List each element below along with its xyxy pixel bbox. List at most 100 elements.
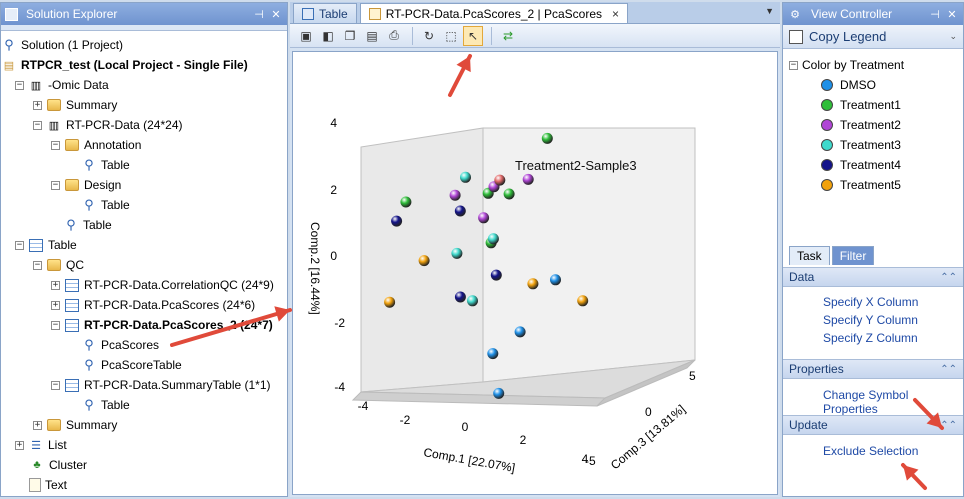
data-point-treatment3[interactable] [487, 233, 499, 245]
tree-item-qc[interactable]: − QC [33, 258, 84, 272]
tree-item-cluster[interactable]: ♣ Cluster [29, 455, 87, 475]
change-symbol-properties-link[interactable]: Change Symbol Properties [823, 388, 909, 416]
tab-pcascores[interactable]: RT-PCR-Data.PcaScores_2 | PcaScores × [359, 3, 629, 23]
tree-item-summarytable[interactable]: − RT-PCR-Data.SummaryTable (1*1) [51, 378, 271, 392]
specify-y-column-link[interactable]: Specify Y Column [823, 313, 918, 327]
zoom-box-icon[interactable]: ⬚ [445, 28, 457, 43]
data-point-treatment2[interactable] [478, 212, 490, 224]
data-point-treatment1[interactable] [503, 188, 515, 200]
plot-canvas[interactable]: Treatment2-Sample3 4 2 0 -2 -4 -4 -2 0 2… [293, 52, 779, 496]
selected-data-point[interactable] [494, 174, 506, 186]
tree-item-pcascores-view[interactable]: ⚲ PcaScores [81, 335, 159, 355]
collapse-icon[interactable]: − [51, 379, 60, 390]
pin-icon[interactable]: ⊣ [930, 8, 940, 21]
pin-icon[interactable]: ⊣ [254, 8, 264, 21]
tree-item-design[interactable]: − Design [51, 178, 122, 192]
copy-legend-button[interactable]: Copy Legend ⌄ [783, 25, 963, 49]
close-icon[interactable]: ✕ [271, 8, 281, 21]
data-point-dmso[interactable] [487, 348, 499, 360]
tab-filter[interactable]: Filter [831, 246, 875, 265]
data-point-treatment4[interactable] [391, 215, 403, 227]
data-point-treatment5[interactable] [418, 255, 430, 267]
tree-item-summary[interactable]: + Summary [33, 98, 118, 112]
collapse-icon[interactable]: − [51, 319, 60, 330]
tree-item-pcascores[interactable]: + RT-PCR-Data.PcaScores (24*6) [51, 298, 256, 312]
tree-item-table[interactable]: − Table [15, 238, 77, 252]
tree-item-annotation[interactable]: − Annotation [51, 138, 142, 152]
expand-icon[interactable]: + [15, 439, 24, 450]
tree-item-summary-2[interactable]: + Summary [33, 418, 118, 432]
data-point-treatment5[interactable] [527, 278, 539, 290]
collapse-icon[interactable]: − [33, 259, 42, 270]
data-point-dmso[interactable] [493, 387, 505, 399]
specify-z-column-link[interactable]: Specify Z Column [823, 331, 918, 345]
expand-icon[interactable]: + [33, 99, 42, 110]
tree-item-pcascores-2[interactable]: − RT-PCR-Data.PcaScores_2 (24*7) [51, 318, 273, 332]
data-point-treatment5[interactable] [384, 296, 396, 308]
collapse-icon[interactable]: − [51, 139, 60, 150]
tree-item-rtpcr-data[interactable]: − ▥ RT-PCR-Data (24*24) [33, 118, 183, 132]
tab-close-icon[interactable]: × [612, 6, 620, 21]
legend-item-treatment2[interactable]: Treatment2 [821, 118, 901, 132]
legend-item-treatment5[interactable]: Treatment5 [821, 178, 901, 192]
data-point-dmso[interactable] [550, 274, 561, 286]
tree-item-annotation-table[interactable]: ⚲ Table [81, 155, 129, 175]
legend-item-dmso[interactable]: DMSO [821, 78, 876, 92]
tree-item-data-table[interactable]: ⚲ Table [63, 215, 111, 235]
section-properties-header[interactable]: Properties ⌃⌃ [783, 359, 963, 379]
pca-3d-scatter-plot[interactable]: Treatment2-Sample3 4 2 0 -2 -4 -4 -2 0 2… [292, 51, 778, 495]
legend-item-treatment4[interactable]: Treatment4 [821, 158, 901, 172]
specify-x-column-link[interactable]: Specify X Column [823, 295, 919, 309]
collapse-icon[interactable]: − [33, 119, 42, 130]
copy-icon[interactable]: ❐ [344, 28, 356, 43]
refresh-icon[interactable]: ⇄ [502, 28, 514, 43]
tree-item-summarytable-table[interactable]: ⚲ Table [81, 395, 129, 415]
print-icon[interactable]: ⎙ [389, 28, 399, 42]
legend-header[interactable]: − Color by Treatment [789, 58, 905, 72]
chevron-down-icon[interactable]: ⌄ [949, 31, 957, 41]
tree-item-correlationqc[interactable]: + RT-PCR-Data.CorrelationQC (24*9) [51, 278, 274, 292]
tab-dropdown-icon[interactable]: ▼ [765, 6, 774, 16]
tree-item-list[interactable]: + ☰ List [15, 438, 67, 452]
data-point-treatment3[interactable] [467, 295, 478, 307]
exclude-selection-link[interactable]: Exclude Selection [823, 444, 919, 458]
data-point-treatment4[interactable] [490, 269, 502, 281]
collapse-icon[interactable]: − [789, 59, 798, 70]
data-point-treatment5[interactable] [577, 295, 589, 307]
properties-icon[interactable]: ▣ [300, 28, 312, 43]
data-point-treatment4[interactable] [454, 205, 466, 217]
save-image-icon[interactable]: ▤ [366, 28, 378, 43]
data-point-treatment4[interactable] [454, 291, 466, 303]
data-point-treatment1[interactable] [400, 196, 412, 208]
tree-item-omic-data[interactable]: − ▥ -Omic Data [15, 78, 109, 92]
data-point-treatment3[interactable] [460, 171, 471, 183]
legend-item-treatment3[interactable]: Treatment3 [821, 138, 901, 152]
view-settings-icon[interactable]: ◧ [322, 28, 334, 43]
collapse-chevron-icon[interactable]: ⌃⌃ [940, 271, 957, 283]
data-point-treatment2[interactable] [449, 189, 461, 201]
data-point-treatment3[interactable] [451, 247, 463, 259]
data-point-dmso[interactable] [514, 326, 526, 338]
collapse-chevron-icon[interactable]: ⌃⌃ [940, 419, 957, 431]
collapse-icon[interactable]: − [51, 179, 60, 190]
tree-item-project[interactable]: ▤ RTPCR_test (Local Project - Single File… [1, 55, 248, 75]
tree-item-text[interactable]: Text [29, 475, 67, 495]
section-update-header[interactable]: Update ⌃⌃ [783, 415, 963, 435]
rotate-icon[interactable]: ↻ [423, 28, 435, 43]
tab-table[interactable]: Table [293, 3, 357, 23]
collapse-icon[interactable]: − [15, 239, 24, 250]
tree-item-pcascoretable[interactable]: ⚲ PcaScoreTable [81, 355, 181, 375]
data-point-treatment2[interactable] [522, 173, 534, 185]
collapse-icon[interactable]: − [15, 79, 24, 90]
expand-icon[interactable]: + [33, 419, 42, 430]
legend-item-treatment1[interactable]: Treatment1 [821, 98, 901, 112]
section-data-header[interactable]: Data ⌃⌃ [783, 267, 963, 287]
tab-task[interactable]: Task [789, 246, 830, 265]
data-point-treatment1[interactable] [541, 132, 553, 144]
expand-icon[interactable]: + [51, 279, 60, 290]
select-pointer-icon[interactable]: ↖ [463, 25, 483, 46]
collapse-chevron-icon[interactable]: ⌃⌃ [940, 363, 957, 375]
tree-item-design-table[interactable]: ⚲ Table [81, 195, 129, 215]
tree-item-solution[interactable]: ⚲ Solution (1 Project) [1, 35, 123, 55]
expand-icon[interactable]: + [51, 299, 60, 310]
